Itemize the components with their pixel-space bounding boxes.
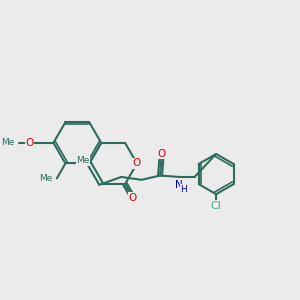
Text: O: O [158, 149, 166, 159]
Text: Me: Me [1, 138, 15, 147]
Text: O: O [133, 158, 141, 169]
Text: N: N [175, 180, 183, 190]
Text: O: O [25, 138, 33, 148]
Text: H: H [181, 184, 187, 194]
Text: Me: Me [39, 174, 52, 183]
Text: Cl: Cl [211, 201, 222, 211]
Text: Me: Me [76, 156, 90, 165]
Text: O: O [129, 193, 137, 203]
